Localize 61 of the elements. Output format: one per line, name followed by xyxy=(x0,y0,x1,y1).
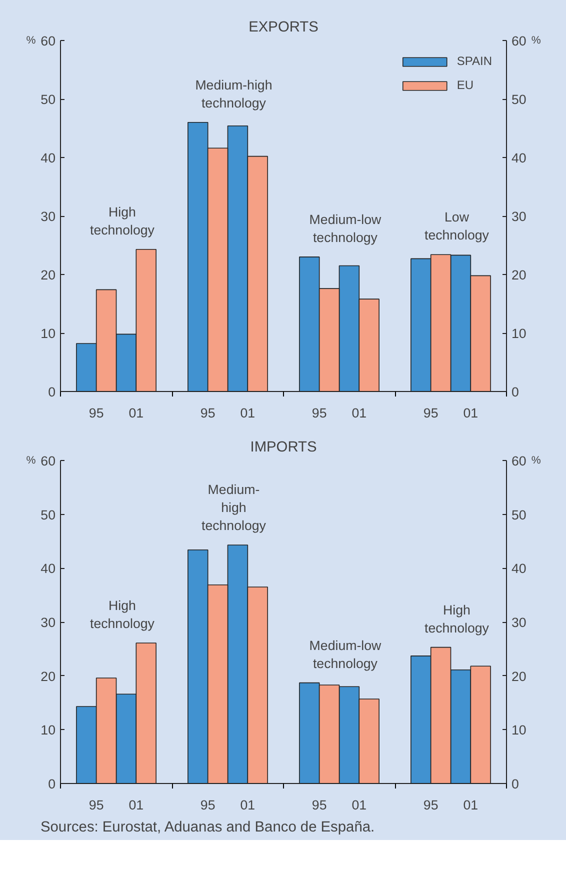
annotation: Medium-low technology xyxy=(309,638,382,671)
x-tick-label: 01 xyxy=(463,406,478,420)
chart-title: EXPORTS xyxy=(248,20,319,36)
x-tick-label: 95 xyxy=(423,798,438,812)
annotation: Medium- high technology xyxy=(201,482,266,534)
annotation: High technology xyxy=(90,598,155,631)
x-tick-label: 01 xyxy=(352,798,367,812)
y2-tick-label: 20 xyxy=(512,668,526,684)
x-tick-label: 95 xyxy=(200,406,216,420)
y-tick-label: 0 xyxy=(48,776,56,792)
y2-tick-label: 0 xyxy=(512,776,519,792)
y-tick-label: 20 xyxy=(40,268,56,282)
y2-tick-label: 50 xyxy=(512,92,526,107)
y2-axis-title: % xyxy=(531,34,542,46)
annotation: Medium-low technology xyxy=(309,212,382,245)
y-tick-label: 50 xyxy=(40,507,56,522)
x-tick-label: 01 xyxy=(352,406,367,420)
y-tick-label: 40 xyxy=(40,561,56,576)
x-tick-label: 95 xyxy=(312,798,327,812)
x-tick-label: 95 xyxy=(88,406,104,420)
y2-tick-label: 50 xyxy=(512,507,526,522)
source-note: Sources: Eurostat, Aduanas and Banco de España. xyxy=(40,820,375,836)
y-tick-label: 60 xyxy=(40,34,56,48)
chart-title: IMPORTS xyxy=(250,440,317,456)
x-tick-label: 95 xyxy=(312,406,327,420)
annotation: Medium-high technology xyxy=(195,77,272,110)
y2-tick-label: 30 xyxy=(512,615,526,630)
x-tick-label: 95 xyxy=(423,406,438,420)
y-tick-label: 50 xyxy=(40,92,56,107)
y2-tick-label: 10 xyxy=(512,722,526,738)
y-tick-label: 30 xyxy=(40,209,56,224)
annotation: High technology xyxy=(424,602,490,636)
y2-tick-label: 30 xyxy=(512,209,526,224)
x-tick-label: 01 xyxy=(463,798,478,812)
x-tick-label: 01 xyxy=(128,406,144,420)
y-tick-label: 40 xyxy=(40,150,56,166)
x-tick-label: 01 xyxy=(240,406,256,420)
y-axis-title: % xyxy=(26,454,36,466)
annotation: High technology xyxy=(90,204,155,238)
x-tick-label: 95 xyxy=(88,798,104,812)
x-tick-label: 01 xyxy=(240,798,256,812)
y2-tick-label: 40 xyxy=(512,150,526,166)
y-tick-label: 20 xyxy=(40,668,56,684)
legend-label: SPAIN xyxy=(456,54,492,68)
y-tick-label: 10 xyxy=(40,326,56,341)
y2-tick-label: 20 xyxy=(512,268,526,282)
y-tick-label: 30 xyxy=(40,615,56,630)
y-axis-title: % xyxy=(26,34,36,46)
y-tick-label: 0 xyxy=(48,384,56,400)
y2-tick-label: 0 xyxy=(512,384,519,400)
y2-tick-label: 60 xyxy=(512,454,526,468)
y2-tick-label: 40 xyxy=(512,561,526,576)
annotation: Low technology xyxy=(424,210,490,243)
y-tick-label: 60 xyxy=(40,454,56,468)
legend-label: EU xyxy=(456,78,475,92)
x-tick-label: 01 xyxy=(128,798,144,812)
y2-tick-label: 10 xyxy=(512,326,526,341)
y2-axis-title: % xyxy=(531,454,542,466)
y-tick-label: 10 xyxy=(40,722,56,738)
y2-tick-label: 60 xyxy=(512,34,526,48)
x-tick-label: 95 xyxy=(200,798,216,812)
